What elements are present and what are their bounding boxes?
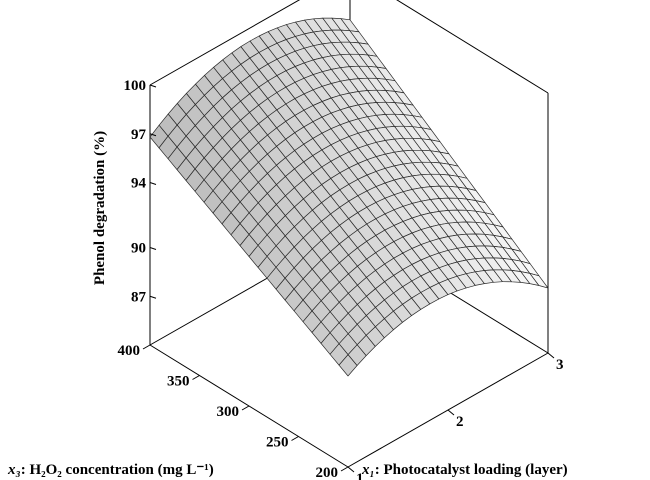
z-tick-mark	[149, 84, 157, 88]
z-tick-label: 100	[124, 78, 147, 94]
y-tick-label: 400	[118, 343, 141, 359]
z-tick-mark	[149, 133, 157, 137]
y-tick-label: 250	[266, 435, 289, 451]
y-tick-mark	[142, 344, 151, 350]
back-top-edge	[149, 0, 301, 86]
y-tick-mark	[291, 436, 299, 441]
y-axis-label: : H₂O₂ concentration (mg L⁻¹)	[21, 462, 214, 478]
z-tick-mark	[149, 247, 157, 250]
z-tick-label: 97	[131, 127, 147, 143]
z-tick-mark	[149, 295, 157, 299]
z-tick-label: 87	[131, 289, 147, 305]
x-tick-label: 3	[556, 357, 564, 373]
response-surface	[149, 17, 549, 377]
y-tick-label: 200	[316, 465, 339, 480]
x-axis-variable: x₁	[361, 462, 375, 478]
right-top-edge	[396, 0, 549, 94]
x-tick-label: 1	[356, 471, 364, 480]
x-tick-mark	[347, 466, 355, 473]
y-axis-title: x₃: H₂O₂ concentration (mg L⁻¹)	[7, 462, 214, 478]
y-axis-ticks: 200 250 300 350 400	[118, 343, 349, 480]
y-tick-mark	[241, 405, 250, 411]
surface-cell	[529, 273, 549, 289]
y-axis-variable: x₃	[7, 462, 21, 478]
x-axis-title: x₁: Photocatalyst loading (layer)	[361, 462, 568, 478]
z-tick-mark	[149, 182, 157, 185]
x-tick-mark	[547, 352, 555, 359]
x-axis-ticks: 1 2 3	[347, 352, 564, 480]
z-tick-label: 90	[131, 241, 146, 257]
z-axis-title: Phenol degradation (%)	[92, 131, 108, 285]
x-tick-label: 2	[456, 414, 464, 430]
z-tick-label: 94	[131, 176, 147, 192]
y-tick-label: 300	[217, 404, 240, 420]
y-tick-label: 350	[167, 374, 190, 390]
y-tick-mark	[192, 375, 200, 380]
z-axis-ticks: 87 90 94 97 100	[124, 78, 157, 305]
x-axis-label: : Photocatalyst loading (layer)	[375, 462, 568, 478]
y-tick-mark	[340, 466, 349, 472]
x-tick-mark	[447, 409, 455, 416]
